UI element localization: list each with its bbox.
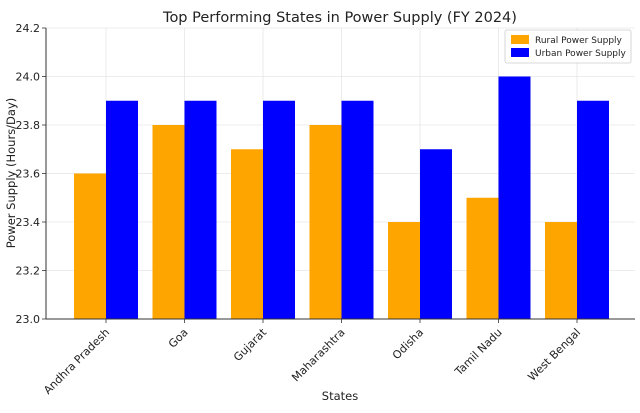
legend-swatch-urban (511, 48, 529, 57)
bar-rural-andhra-pradesh (74, 173, 106, 319)
legend-label-urban: Urban Power Supply (535, 49, 626, 59)
legend-swatch-rural (511, 35, 529, 44)
y-tick-label: 23.4 (16, 216, 41, 229)
bar-rural-maharashtra (309, 125, 342, 319)
bar-urban-odisha (420, 149, 452, 319)
bar-rural-gujarat (231, 149, 263, 319)
y-tick-label: 24.2 (16, 22, 41, 35)
bar-rural-west-bengal (545, 222, 577, 319)
y-tick-label: 23.2 (16, 265, 41, 278)
bar-urban-west-bengal (577, 100, 609, 319)
bar-rural-goa (152, 125, 185, 319)
y-tick-label: 23.0 (16, 313, 41, 326)
bar-urban-andhra-pradesh (106, 100, 138, 319)
y-tick-label: 23.6 (16, 168, 41, 181)
y-tick-label: 23.8 (16, 119, 41, 132)
bar-urban-tamil-nadu (498, 76, 531, 319)
legend: Rural Power Supply Urban Power Supply (504, 29, 632, 64)
bars (74, 76, 609, 319)
bar-rural-tamil-nadu (466, 197, 499, 319)
bar-urban-gujarat (263, 100, 295, 319)
bar-urban-maharashtra (341, 100, 374, 319)
y-tick-label: 24.0 (16, 71, 41, 84)
legend-label-rural: Rural Power Supply (535, 36, 623, 46)
chart-title: Top Performing States in Power Supply (F… (162, 10, 517, 26)
y-axis-label: Power Supply (Hours/Day) (4, 98, 18, 249)
legend-box (504, 29, 632, 64)
bar-urban-goa (184, 100, 217, 319)
bar-rural-odisha (388, 222, 420, 319)
y-ticks: 23.0 23.2 23.4 23.6 23.8 24.0 24.2 (16, 22, 46, 326)
x-axis-label: States (322, 389, 358, 403)
